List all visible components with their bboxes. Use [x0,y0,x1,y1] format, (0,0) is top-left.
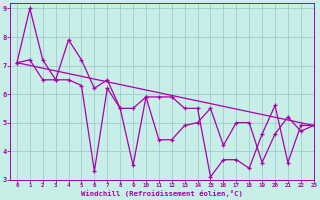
X-axis label: Windchill (Refroidissement éolien,°C): Windchill (Refroidissement éolien,°C) [81,190,243,197]
